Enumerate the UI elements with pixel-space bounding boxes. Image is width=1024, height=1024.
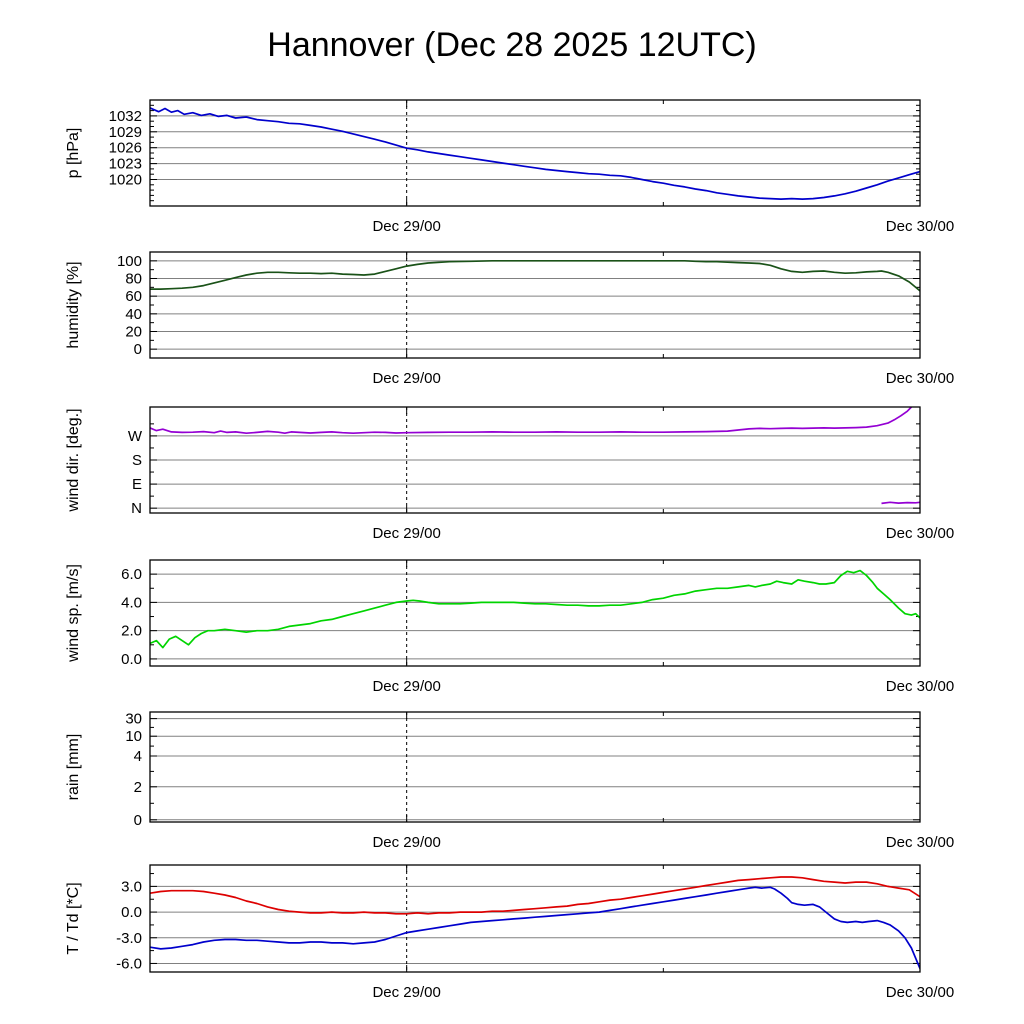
y-tick-label: 1026 [109, 140, 142, 157]
panel-temperature: -6.0 -3.0 0.0 3.0 Dec 29/00 Dec 30/00 T / Td [… [65, 864, 954, 1001]
series-temperature [150, 876, 920, 915]
x-tick-label: Dec 29/00 [372, 678, 440, 695]
series-humidity [150, 259, 920, 292]
x-tick-label: Dec 29/00 [372, 218, 440, 235]
y-tick-label: 10 [125, 728, 142, 745]
y-axis-label: wind dir. [deg.] [65, 408, 82, 512]
y-tick-label: E [132, 476, 142, 493]
x-tick-label: Dec 29/00 [372, 834, 440, 851]
y-tick-label: W [128, 428, 143, 445]
series-pressure [150, 107, 920, 200]
y-axis-label: wind sp. [m/s] [65, 564, 82, 663]
panel-border [149, 406, 921, 514]
y-tick-label: 80 [125, 271, 142, 288]
series-wind_direction [881, 501, 920, 505]
x-tick-label: Dec 30/00 [886, 834, 954, 851]
y-tick-label: -6.0 [116, 955, 142, 972]
y-tick-label: 40 [125, 306, 142, 323]
y-tick-label: 1029 [109, 124, 142, 141]
y-axis-label: rain [mm] [65, 734, 82, 801]
panel-wind-speed: 0.0 2.0 4.0 6.0 Dec 29/00 Dec 30/00 wind sp. [… [65, 559, 954, 695]
y-axis-label: p [hPa] [65, 128, 82, 179]
x-tick-label: Dec 30/00 [886, 984, 954, 1001]
y-tick-label: 4.0 [121, 594, 142, 611]
x-tick-label: Dec 29/00 [372, 370, 440, 387]
y-tick-label: 0 [134, 341, 142, 358]
y-tick-label: -3.0 [116, 930, 142, 947]
panel-border [149, 559, 921, 667]
series-wind_speed [150, 569, 920, 649]
y-tick-label: 0.0 [121, 651, 142, 668]
x-tick-label: Dec 30/00 [886, 525, 954, 542]
y-tick-label: 0 [134, 812, 142, 829]
x-tick-label: Dec 29/00 [372, 984, 440, 1001]
y-tick-label: 2.0 [121, 623, 142, 640]
x-tick-label: Dec 30/00 [886, 370, 954, 387]
y-tick-label: 100 [117, 253, 142, 270]
x-tick-label: Dec 29/00 [372, 525, 440, 542]
y-axis-label: T / Td [*C] [65, 882, 82, 954]
panel-border [149, 711, 921, 823]
y-tick-label: 30 [125, 711, 142, 728]
y-tick-label: 3.0 [121, 878, 142, 895]
y-tick-label: 60 [125, 288, 142, 305]
series-wind_direction [150, 407, 913, 435]
y-tick-label: S [132, 452, 142, 469]
y-tick-label: 1020 [109, 172, 142, 189]
y-tick-label: 0.0 [121, 904, 142, 921]
y-tick-label: 6.0 [121, 566, 142, 583]
y-tick-label: 2 [134, 779, 142, 796]
y-tick-label: 4 [134, 748, 142, 765]
y-tick-label: N [131, 500, 142, 517]
y-tick-label: 1032 [109, 108, 142, 125]
chart-title: Hannover (Dec 28 2025 12UTC) [267, 26, 757, 64]
y-tick-label: 20 [125, 324, 142, 341]
series-dew_point [150, 886, 920, 969]
panel-border [149, 864, 921, 973]
y-tick-label: 1023 [109, 156, 142, 173]
x-tick-label: Dec 30/00 [886, 678, 954, 695]
panel-border [149, 251, 921, 359]
panel-border [149, 99, 921, 207]
y-axis-label: humidity [%] [65, 261, 82, 348]
x-tick-label: Dec 30/00 [886, 218, 954, 235]
